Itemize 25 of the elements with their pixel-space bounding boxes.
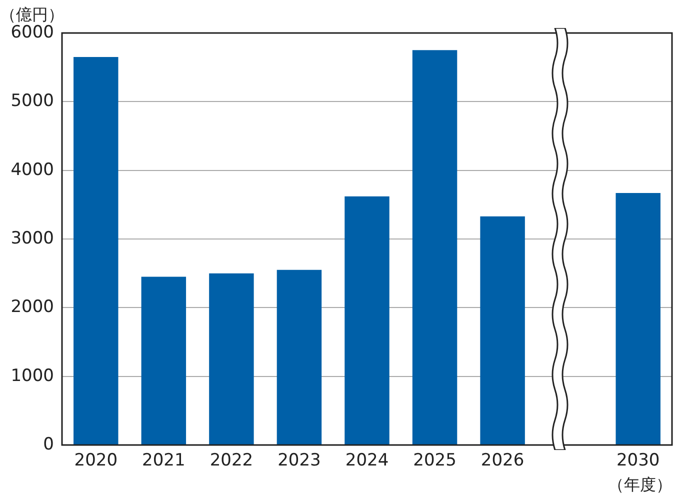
x-axis-title: （年度）	[608, 475, 672, 496]
bar	[276, 270, 322, 444]
x-tick-label: 2020	[74, 450, 118, 471]
bar	[480, 216, 525, 444]
y-tick-label: 0	[43, 434, 54, 454]
x-tick-label: 2023	[278, 450, 321, 471]
x-tick-label: 2025	[413, 450, 456, 471]
x-tick-label: 2030	[616, 450, 660, 471]
y-tick-label: 5000	[10, 91, 54, 112]
bar	[141, 276, 186, 444]
bar	[209, 273, 254, 444]
bar	[344, 196, 390, 444]
x-tick-label: 2022	[210, 450, 254, 471]
x-tick-label: 2024	[345, 450, 389, 471]
y-tick-label: 6000	[10, 22, 54, 42]
y-tick-label: 1000	[10, 366, 54, 386]
bar	[74, 57, 118, 444]
x-tick-label: 2021	[142, 450, 186, 471]
bar	[616, 192, 660, 444]
y-tick-label: 4000	[10, 160, 54, 180]
y-tick-label: 3000	[10, 228, 54, 248]
y-axis-title: （億円）	[0, 5, 64, 24]
bar	[412, 50, 458, 444]
y-tick-label: 2000	[10, 297, 54, 318]
x-tick-label: 2026	[480, 450, 524, 471]
